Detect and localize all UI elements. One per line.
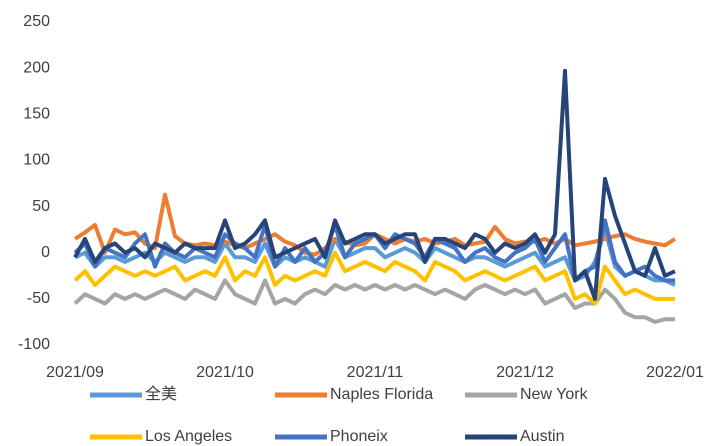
legend-label: Phoneix	[330, 428, 388, 445]
x-tick-label: 2021/10	[196, 364, 254, 381]
y-tick-label: -50	[27, 290, 50, 307]
y-tick-label: 150	[23, 106, 50, 123]
series-line	[73, 250, 675, 306]
legend-label: Austin	[520, 428, 564, 445]
legend-label: Los Angeles	[145, 428, 232, 445]
x-tick-label: 2021/12	[496, 364, 554, 381]
series-line	[73, 278, 675, 324]
x-tick-label: 2021/11	[347, 364, 404, 381]
legend-label: New York	[520, 386, 589, 403]
x-tick-label: 2021/09	[46, 364, 104, 381]
y-tick-label: 100	[23, 152, 50, 169]
legend-label: 全美	[145, 385, 177, 403]
y-tick-label: -100	[18, 336, 50, 353]
y-tick-label: 250	[23, 13, 50, 30]
y-tick-label: 0	[41, 244, 50, 261]
y-tick-label: 200	[23, 59, 50, 76]
y-tick-label: 50	[32, 198, 50, 215]
x-tick-label: 2022/01	[646, 364, 704, 381]
legend-label: Naples Florida	[330, 386, 433, 403]
series-line	[73, 68, 676, 301]
